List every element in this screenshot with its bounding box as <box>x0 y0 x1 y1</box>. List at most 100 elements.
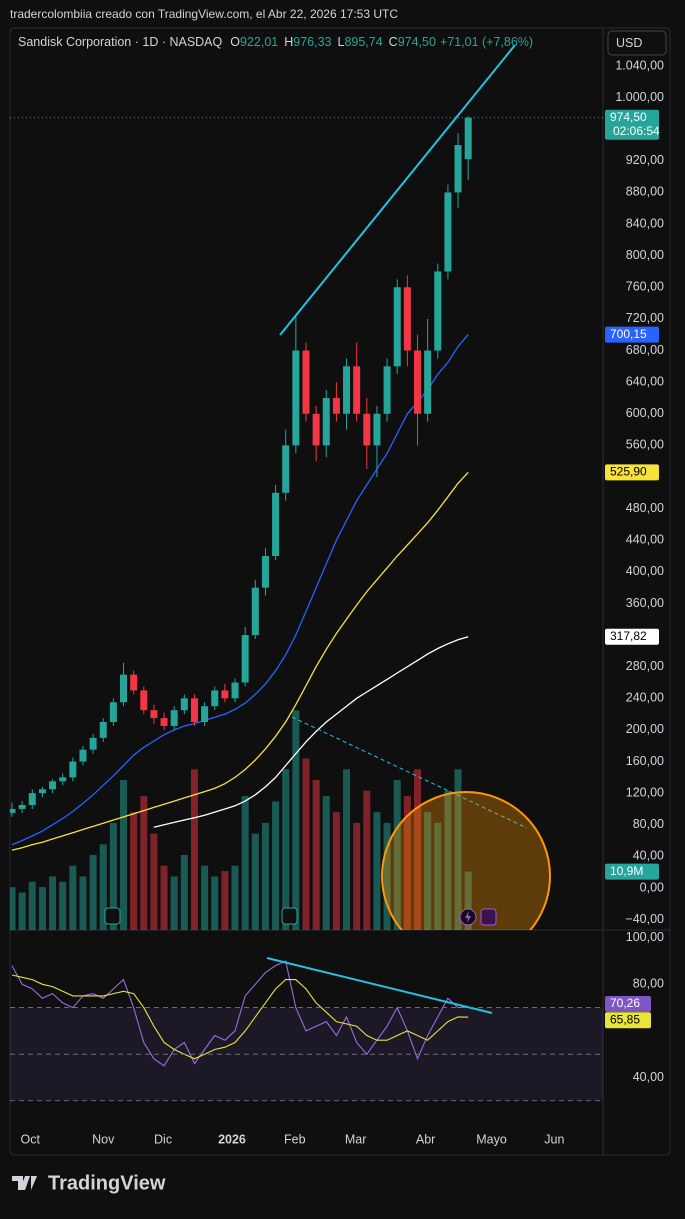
candle-body <box>69 761 77 778</box>
volume-bar <box>130 812 138 930</box>
y-tick-label: 120,00 <box>626 785 664 799</box>
volume-bar <box>332 812 340 930</box>
x-tick-label: Feb <box>284 1132 306 1146</box>
candle-body <box>89 737 97 750</box>
x-tick-label: Dic <box>154 1132 172 1146</box>
y-tick-label: 0,00 <box>640 880 664 894</box>
candle-body <box>332 397 340 414</box>
volume-bar <box>109 822 117 930</box>
y-tick-label: 800,00 <box>626 248 664 262</box>
volume-bar <box>261 822 269 930</box>
volume-bar <box>302 758 310 930</box>
candle-body <box>231 682 239 699</box>
candle-body <box>211 690 219 707</box>
rsi-pane <box>11 960 469 1067</box>
candle-body <box>454 145 462 193</box>
legend-value: 895,74 <box>344 35 382 49</box>
volume-bar <box>18 892 26 930</box>
candle-body <box>99 722 107 738</box>
volume-bar <box>403 796 411 930</box>
volume-bar <box>49 876 57 930</box>
last-price-label: 974,50 <box>610 110 647 124</box>
main-pane <box>10 116 472 930</box>
candle-body <box>393 287 401 367</box>
volume-bar <box>292 710 300 930</box>
candle-body <box>79 749 87 762</box>
ma-label-box <box>605 628 659 645</box>
volume-bar <box>373 812 381 930</box>
volume-bar <box>241 796 249 930</box>
trend-line <box>279 44 516 336</box>
candle-body <box>272 492 280 557</box>
x-tick-label: 2026 <box>218 1132 246 1146</box>
event-icon[interactable] <box>281 907 298 925</box>
volume-bar <box>190 769 198 930</box>
event-icon[interactable] <box>480 908 497 926</box>
candle-body <box>140 690 148 711</box>
drawings <box>279 44 551 930</box>
brand-name: TradingView <box>48 1172 166 1194</box>
candle-body <box>160 718 168 726</box>
candle-body <box>261 556 269 588</box>
volume-bar <box>28 881 36 930</box>
volume-bar <box>231 865 239 930</box>
volume-bar <box>363 790 371 930</box>
volume-bar <box>221 871 229 930</box>
ma-label-box <box>605 464 659 481</box>
candle-body <box>373 413 381 446</box>
x-tick-label: Oct <box>21 1132 41 1146</box>
volume-bar <box>272 801 280 930</box>
rsi-tick-label: 80,00 <box>633 977 664 991</box>
currency-button[interactable] <box>607 30 667 56</box>
y-tick-label: 1.040,00 <box>615 58 664 72</box>
legend: Sandisk Corporation · 1D · NASDAQ O922,01… <box>18 35 533 49</box>
volume-bar <box>393 780 401 930</box>
candle-body <box>10 808 16 813</box>
y-tick-label: 840,00 <box>626 216 664 230</box>
x-tick-label: Abr <box>416 1132 435 1146</box>
candle-body <box>28 793 36 806</box>
volume-bar <box>464 871 472 930</box>
volume-label: 10,9M <box>610 864 643 878</box>
event-icons <box>104 907 497 926</box>
last-price-label-box <box>605 109 659 140</box>
legend-value: 974,50 <box>398 35 436 49</box>
candle-body <box>130 674 138 691</box>
legend-value: 922,01 <box>240 35 278 49</box>
candle-body <box>18 805 26 809</box>
currency-label: USD <box>616 36 642 50</box>
event-icon[interactable] <box>104 907 121 925</box>
trend-line-dashed <box>291 716 528 829</box>
volume-bar <box>434 822 442 930</box>
y-tick-label: 720,00 <box>626 311 664 325</box>
y-tick-label: 200,00 <box>626 722 664 736</box>
volume-bar <box>312 780 320 930</box>
volume-bar <box>180 855 188 930</box>
legend-key: O <box>230 35 240 49</box>
volume-bar <box>353 822 361 930</box>
ma-label: 700,15 <box>610 327 647 341</box>
volume-bar <box>454 769 462 930</box>
volume-bar <box>170 876 178 930</box>
volume-bar <box>322 796 330 930</box>
volume-bar <box>424 812 432 930</box>
y-tick-label: 160,00 <box>626 754 664 768</box>
legend-key: L <box>337 35 344 49</box>
moving-average <box>11 471 469 851</box>
candle-body <box>201 706 209 723</box>
legend-value: 976,33 <box>293 35 331 49</box>
legend-symbol: Sandisk Corporation · 1D · NASDAQ <box>18 35 223 49</box>
x-tick-label: Jun <box>544 1132 564 1146</box>
volume-bar <box>120 780 128 930</box>
ma-label: 317,82 <box>610 629 647 643</box>
y-tick-label: 80,00 <box>633 817 664 831</box>
candle-body <box>464 117 472 160</box>
rsi-label: 70,26 <box>610 996 640 1010</box>
candle-body <box>170 710 178 726</box>
volume-bar <box>282 769 290 930</box>
rsi-label-box <box>605 1012 651 1029</box>
candle-body <box>59 777 67 782</box>
highlight-circle <box>381 791 551 930</box>
candle-body <box>282 445 290 493</box>
